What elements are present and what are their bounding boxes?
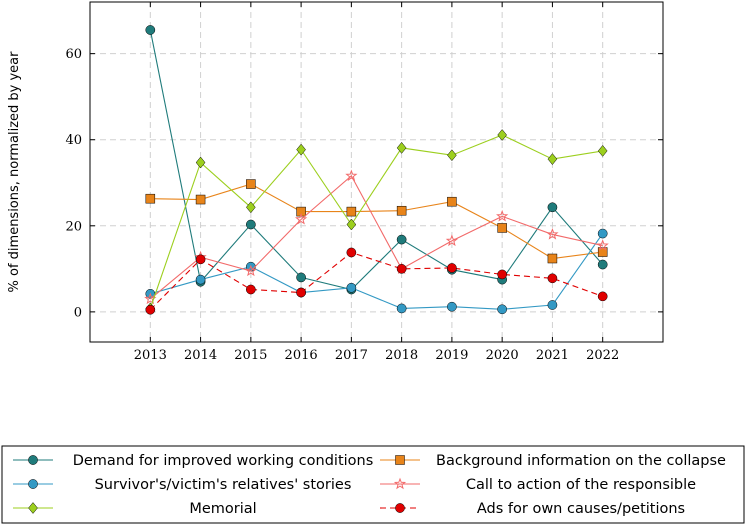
data-point [345, 169, 358, 182]
x-tick-label: 2014 [184, 348, 217, 363]
series-line [149, 29, 604, 291]
data-point [597, 291, 608, 302]
legend-marker [28, 502, 38, 514]
data-point [597, 228, 608, 239]
data-point [145, 193, 156, 204]
legend-marker [395, 455, 405, 465]
plot-area [89, 1, 664, 343]
legend-entry: Background information on the collapse [380, 453, 726, 469]
data-point [145, 25, 156, 35]
data-point [296, 272, 306, 283]
x-tick-label: 2013 [134, 348, 167, 363]
data-point [245, 284, 256, 295]
data-point [245, 219, 256, 230]
data-point [497, 129, 507, 141]
data-point [547, 300, 558, 310]
legend-label: Background information on the collapse [436, 453, 726, 469]
data-point [597, 145, 608, 157]
legend-entry: Survivor's/victim's relatives' stories [13, 477, 351, 493]
data-point [346, 282, 357, 293]
legend-entry: Call to action of the responsible [380, 477, 696, 493]
data-point [597, 259, 608, 270]
data-point [396, 263, 407, 274]
legend-label: Call to action of the responsible [466, 477, 696, 493]
data-point [346, 218, 357, 231]
legend-entry: Memorial [13, 501, 257, 517]
series-line [149, 251, 603, 311]
legend-marker [28, 455, 38, 465]
data-point [547, 202, 558, 213]
legend: Demand for improved working conditions Ba… [1, 445, 745, 524]
data-point [497, 269, 508, 280]
data-point [496, 209, 509, 222]
data-point [445, 234, 459, 247]
data-point [195, 254, 206, 265]
data-point [497, 223, 507, 233]
series-group [144, 25, 609, 315]
data-point [195, 194, 206, 205]
legend-label: Survivor's/victim's relatives' stories [95, 477, 352, 493]
data-point [447, 263, 457, 273]
series-2 [145, 179, 608, 264]
data-point [195, 274, 206, 285]
series-4 [144, 169, 609, 305]
data-point [396, 303, 407, 314]
axis-ticks: 2013 2014 2015 2016 2017 2018 2019 2020 2021 2022… [65, 2, 663, 363]
legend-entry: Ads for own causes/petitions [380, 501, 685, 517]
series-line [150, 183, 603, 260]
data-point [396, 234, 407, 245]
data-point [246, 179, 256, 189]
x-tick-label: 2018 [385, 348, 418, 363]
legend-marker [393, 477, 407, 490]
data-point [244, 264, 257, 277]
x-tick-label: 2016 [285, 348, 318, 363]
data-point [195, 156, 206, 169]
data-point [296, 206, 306, 217]
data-point [396, 142, 407, 154]
x-tick-label: 2021 [536, 348, 569, 363]
data-point [246, 201, 256, 214]
data-point [447, 149, 457, 162]
series-line [150, 233, 604, 310]
series-1 [145, 25, 608, 295]
y-tick-label: 20 [65, 219, 82, 234]
legend-label: Demand for improved working conditions [73, 453, 374, 469]
series-6 [145, 247, 608, 315]
series-line [149, 175, 603, 300]
y-tick-label: 40 [65, 133, 82, 148]
data-point [546, 227, 559, 240]
grid [90, 2, 663, 342]
legend-marker [395, 503, 405, 513]
data-point [447, 196, 457, 207]
y-axis-label: % of dimensions, normalized by year [7, 51, 22, 293]
legend-label: Memorial [189, 501, 256, 517]
series-3 [145, 228, 608, 315]
data-point [547, 253, 558, 264]
data-point [346, 206, 357, 217]
data-point [447, 301, 457, 312]
legend-entry: Demand for improved working conditions [13, 453, 373, 469]
data-point [296, 287, 306, 298]
data-point [547, 273, 558, 284]
data-point [346, 247, 357, 258]
data-point [296, 143, 306, 156]
x-tick-label: 2017 [335, 348, 368, 363]
y-tick-label: 0 [74, 305, 82, 320]
x-tick-label: 2015 [234, 348, 267, 363]
x-tick-label: 2020 [486, 348, 519, 363]
legend-marker [28, 479, 38, 489]
x-tick-label: 2022 [586, 348, 619, 363]
data-point [497, 304, 508, 315]
data-point [547, 153, 558, 165]
data-point [145, 304, 156, 315]
legend-frame [1, 445, 745, 524]
series-line [149, 134, 603, 309]
data-point [596, 239, 609, 251]
y-tick-label: 60 [65, 47, 82, 62]
data-point [396, 205, 407, 216]
data-point [294, 212, 308, 225]
legend-label: Ads for own causes/petitions [477, 501, 685, 517]
x-tick-label: 2019 [435, 348, 468, 363]
